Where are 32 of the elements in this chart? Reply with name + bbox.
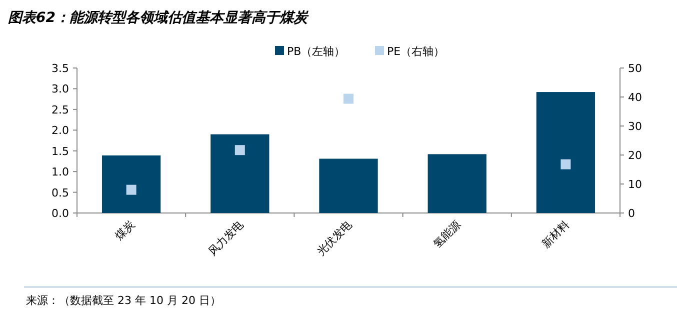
- y2-tick-label: 30: [628, 120, 642, 133]
- source-note: 来源：（数据截至 23 年 10 月 20 日）: [26, 294, 221, 307]
- y-tick-label: 2.5: [52, 103, 69, 116]
- bar: [536, 92, 596, 213]
- y-tick-label: 2.0: [52, 124, 69, 138]
- y-tick-label: 1.0: [52, 166, 69, 179]
- bar: [102, 155, 161, 213]
- bar: [210, 134, 270, 213]
- x-tick-label: 光伏发电: [314, 218, 355, 258]
- bar: [428, 154, 486, 213]
- point: [126, 184, 136, 195]
- y2-tick-label: 10: [628, 178, 642, 191]
- y-tick-label: 0.5: [52, 186, 69, 200]
- y2-tick-label: 50: [628, 62, 642, 75]
- y-tick-label: 3.5: [52, 62, 69, 75]
- bar: [319, 158, 378, 213]
- point: [344, 94, 354, 104]
- y2-tick-label: 20: [628, 149, 642, 162]
- chart-title: 图表62：能源转型各领域估值基本显著高于煤炭: [8, 9, 310, 26]
- x-tick-label: 氢能源: [430, 218, 464, 250]
- x-tick-label: 风力发电: [206, 218, 246, 258]
- y-tick-label: 3.0: [52, 82, 69, 96]
- y-tick-label: 1.5: [52, 144, 69, 158]
- x-tick-label: 新材料: [539, 218, 572, 250]
- legend-label: PB（左轴）: [287, 45, 346, 58]
- legend-label: PE（右轴）: [387, 45, 445, 58]
- point: [234, 145, 245, 156]
- y-tick-label: 0.0: [52, 207, 69, 220]
- y2-tick-label: 0: [628, 207, 635, 220]
- point: [560, 159, 571, 170]
- y2-tick-label: 40: [628, 91, 642, 104]
- x-tick-label: 煤炭: [112, 218, 138, 243]
